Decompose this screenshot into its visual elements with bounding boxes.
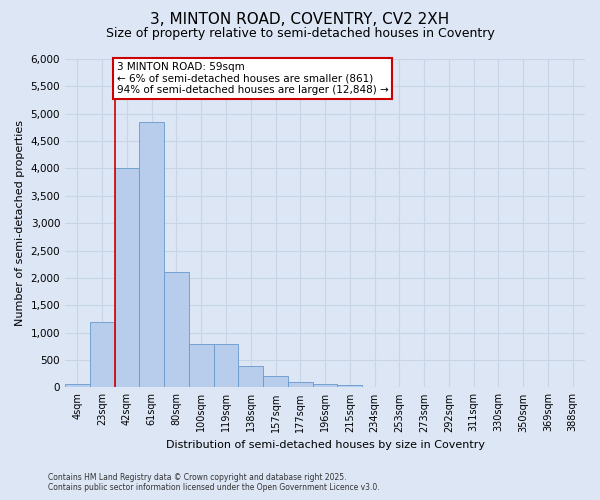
Bar	[288, 382, 313, 388]
Bar	[313, 384, 337, 388]
X-axis label: Distribution of semi-detached houses by size in Coventry: Distribution of semi-detached houses by …	[166, 440, 485, 450]
Text: 3, MINTON ROAD, COVENTRY, CV2 2XH: 3, MINTON ROAD, COVENTRY, CV2 2XH	[151, 12, 449, 28]
Bar	[115, 168, 139, 388]
Text: Size of property relative to semi-detached houses in Coventry: Size of property relative to semi-detach…	[106, 28, 494, 40]
Bar	[337, 384, 362, 388]
Bar	[362, 387, 387, 388]
Text: 3 MINTON ROAD: 59sqm
← 6% of semi-detached houses are smaller (861)
94% of semi-: 3 MINTON ROAD: 59sqm ← 6% of semi-detach…	[117, 62, 389, 95]
Bar	[164, 272, 189, 388]
Bar	[263, 376, 288, 388]
Bar	[65, 384, 90, 388]
Bar	[139, 122, 164, 388]
Bar	[90, 322, 115, 388]
Text: Contains HM Land Registry data © Crown copyright and database right 2025.
Contai: Contains HM Land Registry data © Crown c…	[48, 473, 380, 492]
Bar	[214, 344, 238, 388]
Bar	[189, 344, 214, 388]
Y-axis label: Number of semi-detached properties: Number of semi-detached properties	[15, 120, 25, 326]
Bar	[238, 366, 263, 388]
